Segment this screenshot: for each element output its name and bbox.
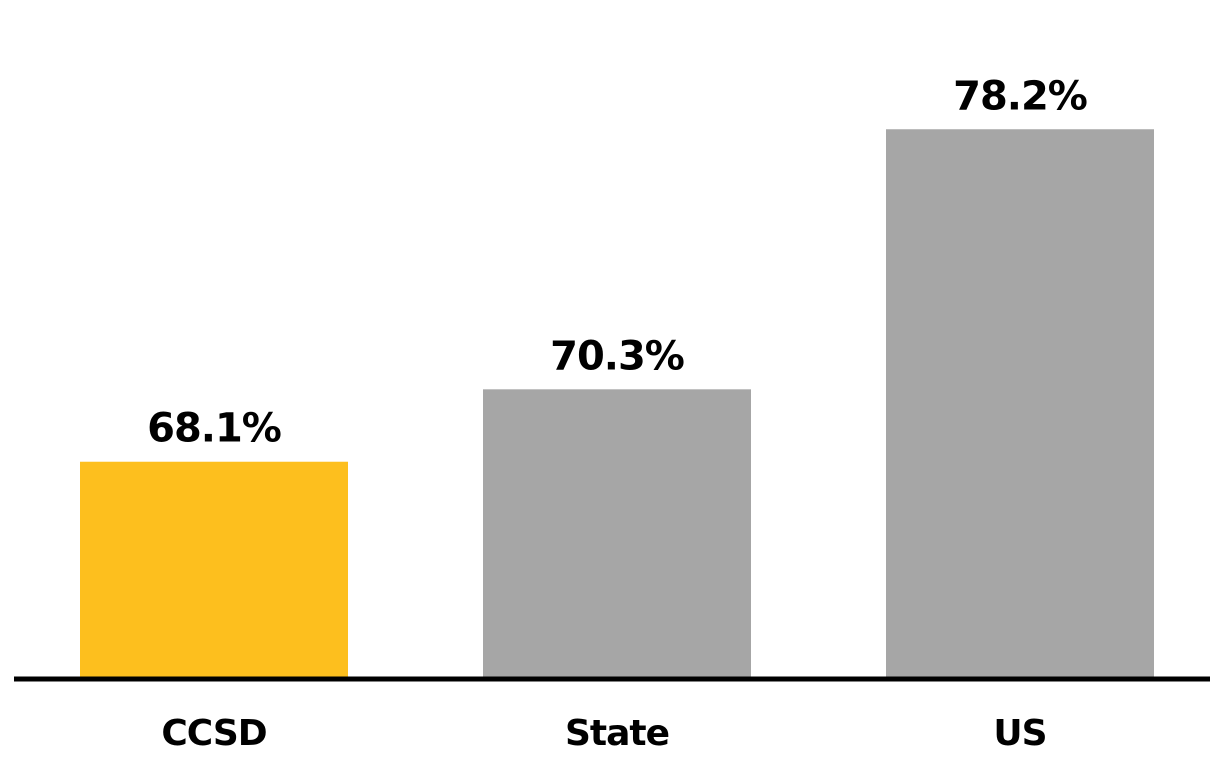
bar-ccsd (80, 461, 348, 679)
category-labels-layer: CCSD State US (161, 713, 1047, 754)
bar-state (483, 389, 751, 679)
category-label-us: US (993, 713, 1046, 752)
value-label-state: 70.3% (550, 333, 684, 379)
bars-layer (80, 129, 1154, 680)
bar-us (886, 129, 1154, 680)
category-label-state: State (565, 713, 669, 752)
value-label-ccsd: 68.1% (147, 406, 281, 452)
value-label-us: 78.2% (953, 73, 1087, 119)
value-labels-layer: 68.1% 70.3% 78.2% (147, 73, 1088, 452)
category-label-ccsd: CCSD (161, 713, 266, 752)
